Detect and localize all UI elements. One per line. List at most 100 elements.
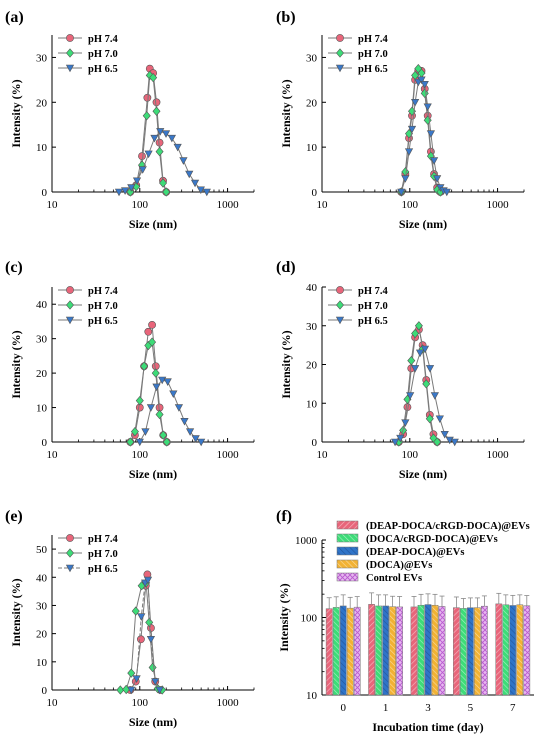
data-point bbox=[127, 668, 136, 678]
y-tick-label: 0 bbox=[42, 187, 48, 199]
y-axis-title: Intensity (%) bbox=[9, 330, 23, 398]
legend-marker bbox=[66, 534, 74, 542]
legend-marker bbox=[335, 316, 345, 325]
data-point bbox=[155, 686, 164, 695]
y-tick-label: 1000 bbox=[295, 535, 318, 547]
data-point bbox=[159, 430, 168, 440]
panel-label: (f) bbox=[276, 508, 292, 525]
y-tick-label: 20 bbox=[306, 97, 318, 109]
series-pH-74 bbox=[126, 64, 171, 196]
data-point bbox=[114, 188, 124, 197]
data-point bbox=[406, 392, 415, 400]
data-point bbox=[197, 438, 206, 447]
panel-label: (c) bbox=[5, 259, 23, 276]
data-point bbox=[150, 134, 159, 143]
legend-label: (DOCA)@EVs bbox=[366, 560, 432, 571]
y-tick-label: 30 bbox=[36, 600, 48, 612]
data-point bbox=[173, 143, 182, 152]
data-point bbox=[179, 157, 188, 165]
data-point bbox=[425, 365, 435, 373]
data-point bbox=[132, 177, 142, 186]
x-tick-label: 10 bbox=[47, 199, 59, 211]
legend-entry: pH 7.4 bbox=[328, 34, 389, 45]
legend-label: pH 6.5 bbox=[358, 316, 388, 327]
legend-entry: pH 7.4 bbox=[58, 534, 119, 545]
panel-label: (b) bbox=[276, 9, 296, 26]
legend-label: pH 7.4 bbox=[88, 34, 119, 45]
data-point bbox=[407, 125, 417, 134]
legend-entry: pH 7.4 bbox=[58, 286, 119, 297]
legend-label: pH 7.0 bbox=[358, 301, 388, 312]
data-point bbox=[131, 606, 140, 616]
y-tick-label: 20 bbox=[36, 368, 48, 380]
data-point bbox=[148, 320, 156, 329]
x-tick-label: 1000 bbox=[487, 449, 510, 461]
bar bbox=[438, 606, 446, 696]
legend-entry: (DEAP-DOCA)@EVs bbox=[336, 546, 464, 558]
legend-entry: (DOCA)@EVs bbox=[336, 559, 432, 571]
legend-entry: pH 7.0 bbox=[58, 48, 118, 60]
bar bbox=[516, 604, 524, 696]
y-tick-label: 10 bbox=[36, 657, 48, 669]
y-tick-label: 20 bbox=[306, 360, 318, 372]
legend-label: pH 7.0 bbox=[88, 549, 118, 560]
legend-marker bbox=[66, 48, 74, 58]
series-pH-65 bbox=[135, 376, 206, 447]
data-point bbox=[137, 613, 146, 621]
data-point bbox=[152, 98, 161, 107]
y-tick-label: 10 bbox=[306, 142, 318, 154]
legend-entry: pH 7.0 bbox=[328, 300, 388, 312]
data-point bbox=[196, 186, 205, 194]
y-tick-label: 20 bbox=[36, 629, 48, 641]
legend-entry: pH 7.4 bbox=[58, 34, 119, 45]
bar bbox=[389, 606, 396, 696]
legend-marker bbox=[66, 34, 74, 42]
y-tick-label: 40 bbox=[36, 572, 48, 584]
x-tick-label: 7 bbox=[510, 702, 516, 714]
bar bbox=[375, 605, 382, 696]
data-point bbox=[148, 662, 157, 673]
data-point bbox=[144, 327, 153, 336]
x-tick-label: 100 bbox=[402, 449, 419, 461]
bar bbox=[396, 606, 403, 696]
legend-entry: pH 6.5 bbox=[328, 64, 388, 75]
legend-label: (DOCA/cRGD-DOCA)@EVs bbox=[366, 534, 498, 545]
bar bbox=[523, 605, 531, 696]
bar bbox=[353, 606, 361, 696]
data-point bbox=[415, 349, 425, 358]
series-line bbox=[130, 578, 161, 691]
data-point bbox=[156, 128, 165, 136]
data-point bbox=[420, 88, 429, 98]
legend-label: pH 7.0 bbox=[358, 49, 388, 60]
x-tick-label: 1000 bbox=[487, 199, 510, 211]
y-tick-label: 40 bbox=[306, 282, 318, 294]
data-point bbox=[396, 434, 405, 443]
data-point bbox=[130, 427, 139, 437]
data-point bbox=[420, 81, 429, 89]
data-point bbox=[146, 404, 156, 412]
legend-entry: (DEAP-DOCA/cRGD-DOCA)@EVs bbox=[336, 520, 530, 532]
legend-label: pH 6.5 bbox=[88, 564, 118, 575]
legend-marker bbox=[66, 548, 74, 558]
x-tick-label: 3 bbox=[425, 702, 431, 714]
legend-label: pH 7.4 bbox=[88, 286, 119, 297]
data-point bbox=[442, 188, 451, 197]
legend-swatch bbox=[336, 520, 359, 530]
legend-swatch bbox=[336, 572, 359, 582]
data-point bbox=[390, 438, 400, 447]
data-point bbox=[414, 321, 423, 331]
series-line bbox=[139, 379, 202, 443]
legend-entry: pH 7.4 bbox=[328, 286, 389, 297]
bar bbox=[460, 608, 467, 696]
data-point bbox=[420, 345, 430, 354]
legend-label: pH 7.0 bbox=[88, 301, 118, 312]
panel-f: (f) 10 100 1000 0 1 3 5 7 Incubation time (day) In… bbox=[276, 508, 534, 734]
series-line bbox=[129, 323, 168, 443]
data-point bbox=[411, 328, 420, 339]
bar bbox=[495, 603, 503, 696]
series-pH-65 bbox=[114, 128, 211, 197]
legend-marker bbox=[66, 286, 74, 294]
